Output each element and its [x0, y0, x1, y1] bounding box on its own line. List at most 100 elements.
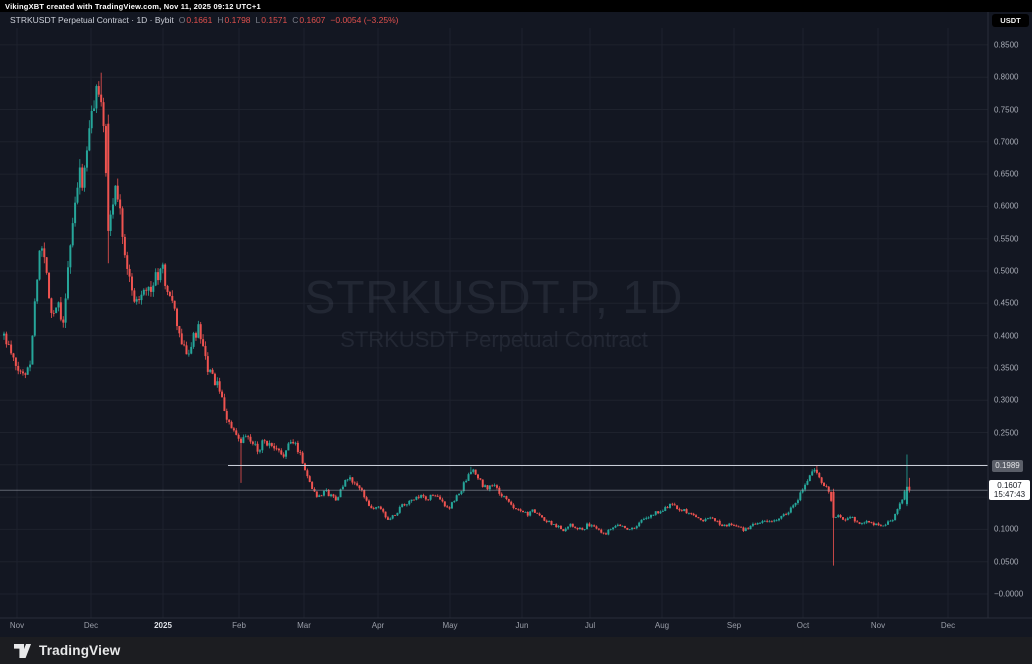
candle-body [759, 522, 762, 524]
candle-body [673, 504, 676, 506]
candle-body [382, 509, 385, 512]
candle-body [50, 298, 53, 313]
candle-body [711, 517, 714, 519]
candle-body [71, 223, 74, 246]
time-tick-label: Mar [297, 621, 311, 630]
candle-body [533, 509, 536, 513]
candle-body [839, 515, 842, 518]
candle-body [574, 526, 577, 528]
candle-body [244, 436, 247, 438]
candle-body [697, 517, 700, 519]
candle-body [318, 495, 321, 497]
candle-body [718, 520, 721, 525]
candle-body [666, 507, 669, 508]
candle-body [770, 521, 773, 523]
candle-body [289, 441, 292, 444]
candle-body [683, 509, 686, 512]
candle-body [256, 443, 259, 452]
candle-body [540, 515, 543, 518]
candle-body [410, 499, 413, 501]
candle-body [581, 527, 584, 530]
candle-body [292, 441, 295, 444]
candle-body [277, 448, 280, 451]
candle-body [109, 214, 112, 231]
candle-body [633, 527, 636, 529]
tradingview-wordmark[interactable]: TradingView [39, 643, 121, 658]
candle-body [232, 428, 235, 431]
candle-body [744, 528, 747, 531]
candle-body [330, 494, 333, 497]
candle-body [90, 110, 93, 129]
candle-body [811, 471, 814, 476]
candle-body [801, 489, 804, 493]
candle-body [479, 478, 482, 480]
symbol-title[interactable]: STRKUSDT Perpetual Contract · 1D · Bybit [10, 15, 174, 25]
candle-body [796, 500, 799, 503]
candle-body [562, 529, 565, 532]
candle-body [747, 528, 750, 530]
candle-body [872, 522, 875, 526]
candle-body [612, 527, 615, 530]
low-value: 0.1571 [261, 15, 288, 25]
candle-body [83, 167, 86, 188]
candle-body [145, 289, 148, 291]
attribution-text: VikingXBT created with TradingView.com, … [5, 1, 261, 11]
candle-body [889, 520, 892, 522]
candle-body [69, 245, 72, 268]
chart-pane[interactable]: STRKUSDT.P, 1D STRKUSDT Perpetual Contra… [0, 12, 1032, 637]
candle-body [187, 353, 190, 355]
candle-body [716, 520, 719, 522]
tradingview-logo-icon[interactable] [14, 643, 31, 658]
candle-body [116, 185, 119, 200]
candle-body [619, 524, 622, 527]
candle-body [768, 521, 771, 523]
footer-brand-bar: TradingView [0, 637, 1032, 664]
candle-body [24, 373, 27, 375]
candle-body [514, 508, 517, 509]
candle-body [787, 512, 790, 515]
candle-body [680, 510, 683, 512]
candle-body [628, 529, 631, 531]
candle-body [827, 486, 830, 492]
candle-body [441, 499, 444, 502]
candle-body [21, 371, 24, 374]
candle-body [635, 526, 638, 529]
candle-body [209, 369, 212, 372]
candle-body [38, 250, 41, 280]
candle-body [66, 267, 69, 299]
candle-body [799, 492, 802, 501]
candle-body [394, 515, 397, 517]
candle-body [853, 516, 856, 522]
candle-body [140, 294, 143, 301]
time-tick-label: Nov [870, 621, 886, 630]
candle-body [332, 494, 335, 497]
candle-body [472, 469, 475, 472]
candle-body [775, 520, 778, 522]
candle-body [841, 517, 844, 520]
candle-body [687, 512, 690, 514]
candle-body [130, 276, 133, 291]
candle-body [837, 515, 840, 518]
candle-body [228, 419, 231, 422]
currency-unit-button[interactable]: USDT [992, 14, 1029, 27]
candle-body [709, 517, 712, 519]
candle-body [469, 471, 472, 475]
time-tick-label: Feb [232, 621, 246, 630]
candle-body [268, 443, 271, 446]
candle-body [491, 485, 494, 487]
candle-body [626, 527, 629, 530]
candle-body [834, 517, 837, 518]
candlestick-chart-canvas[interactable] [0, 12, 1032, 637]
candle-body [287, 443, 290, 451]
last-price-countdown-label[interactable]: 0.1607 15:47:43 [989, 480, 1030, 501]
candle-body [296, 442, 299, 453]
candle-body [858, 522, 861, 524]
candle-body [704, 519, 707, 522]
candle-body [431, 494, 434, 496]
candle-body [301, 452, 304, 464]
horizontal-line-price-label[interactable]: 0.1989 [992, 459, 1023, 472]
candle-body [851, 516, 854, 518]
candle-body [415, 496, 418, 500]
candle-body [896, 509, 899, 514]
candle-body [235, 430, 238, 435]
